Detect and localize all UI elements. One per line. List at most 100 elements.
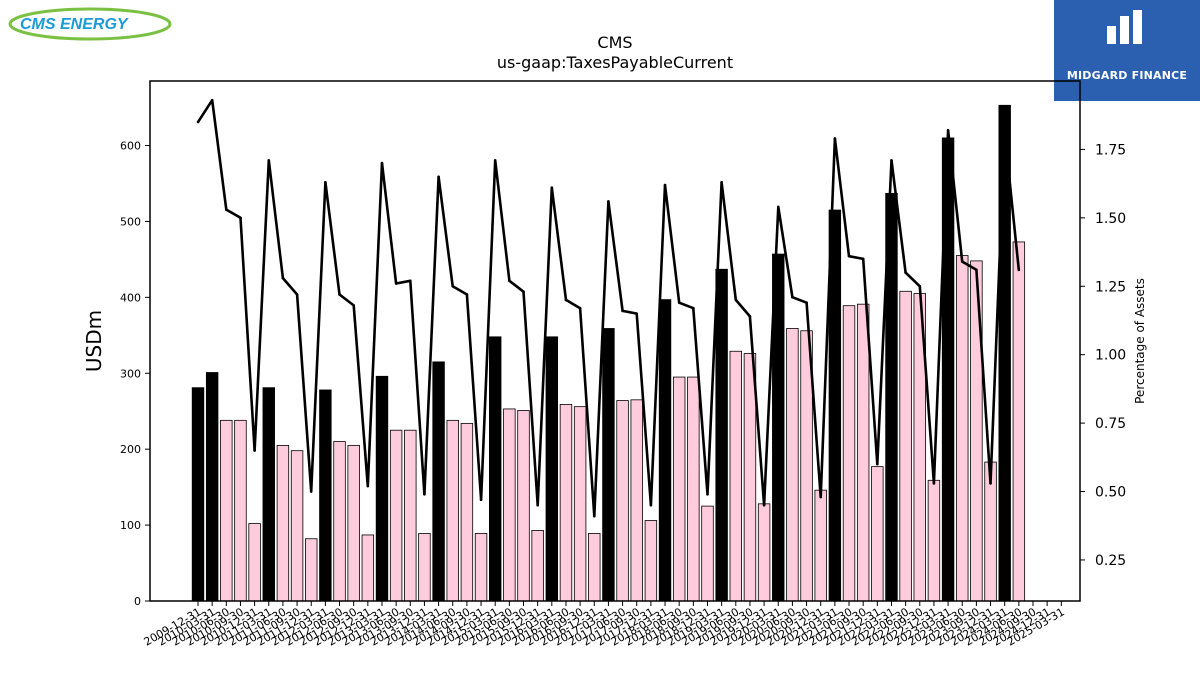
line-point-2019-12-31 — [762, 503, 766, 507]
y2-tick-label: 0.50 — [1095, 485, 1126, 501]
bar-2018-09-30 — [687, 376, 700, 602]
y2-axis: 0.25 0.50 0.75 1.00 1.25 1.50 1.75 — [1080, 142, 1126, 569]
line-point-2022-09-30 — [918, 284, 922, 288]
bar-2015-09-30 — [517, 410, 530, 602]
line-point-2011-03-31 — [267, 159, 271, 162]
line-point-2013-06-30 — [394, 282, 398, 285]
bar-2013-03-31 — [375, 375, 389, 602]
bar-2013-09-30 — [404, 429, 417, 602]
chart-subtitle: us-gaap:TaxesPayableCurrent — [496, 53, 734, 72]
bar-2018-12-31 — [701, 505, 714, 602]
bar-2016-09-30 — [573, 406, 587, 602]
bar-2012-12-31 — [361, 534, 375, 602]
bar-2011-12-31 — [305, 538, 318, 602]
line-point-2023-12-31 — [989, 482, 992, 485]
midgard-finance-logo: MIDGARD FINANCE — [1054, 0, 1200, 101]
y-axis-label: USDm — [82, 310, 106, 372]
line-point-2013-03-31 — [380, 161, 384, 165]
line-point-2020-12-31 — [819, 495, 823, 499]
bar-2019-06-30 — [729, 350, 742, 602]
bar-2014-06-30 — [446, 419, 459, 602]
bar-2015-12-31 — [531, 530, 544, 602]
line-point-2014-12-31 — [479, 498, 483, 502]
line-point-2020-06-30 — [791, 295, 794, 299]
line-point-2010-03-31 — [210, 98, 214, 102]
line-point-2015-09-30 — [522, 290, 525, 294]
line-point-2012-03-31 — [324, 180, 327, 184]
line-group — [196, 98, 1021, 518]
line-point-2021-09-30 — [861, 257, 865, 261]
bar-2016-12-31 — [588, 533, 601, 602]
line-point-2017-06-30 — [621, 309, 624, 313]
line-point-2011-09-30 — [295, 293, 299, 296]
bar-2010-12-31 — [248, 523, 261, 602]
y-tick-label: 300 — [120, 367, 141, 380]
y-tick-label: 100 — [120, 519, 141, 532]
bar-2010-03-31 — [205, 372, 219, 602]
y2-tick-label: 0.75 — [1095, 416, 1126, 432]
bar-2014-03-31 — [432, 361, 445, 602]
line-point-2020-03-31 — [776, 205, 780, 209]
line-point-2018-03-31 — [663, 183, 667, 187]
line-point-2022-03-31 — [890, 159, 893, 162]
line-point-2017-12-31 — [649, 503, 653, 507]
y-tick-label: 500 — [120, 215, 141, 228]
bar-2017-09-30 — [630, 399, 643, 602]
bar-2024-06-30 — [1012, 241, 1026, 602]
line-point-2014-09-30 — [465, 293, 469, 296]
bar-2011-06-30 — [276, 444, 290, 602]
bar-2018-03-31 — [658, 299, 672, 602]
line-point-2016-06-30 — [564, 298, 568, 302]
line-point-2019-06-30 — [734, 298, 738, 302]
y2-tick-label: 1.50 — [1095, 211, 1126, 227]
line-point-2021-03-31 — [833, 137, 837, 140]
y-axis: 0 100 200 300 400 500 600 — [120, 140, 150, 608]
bar-2015-06-30 — [503, 408, 516, 602]
line-point-2017-09-30 — [635, 312, 639, 315]
bar-2019-03-31 — [715, 268, 728, 602]
bar-2021-09-30 — [856, 303, 870, 602]
midgard-mark-icon — [1107, 10, 1142, 44]
bar-2020-06-30 — [786, 328, 799, 602]
bar-2016-03-31 — [545, 336, 559, 602]
y-tick-label: 0 — [134, 595, 141, 608]
bars-group — [191, 104, 1026, 602]
line-point-2023-06-30 — [960, 260, 964, 263]
bar-2019-12-31 — [757, 503, 771, 602]
line-point-2021-06-30 — [847, 254, 851, 258]
bar-2021-06-30 — [842, 305, 856, 602]
bar-2010-09-30 — [234, 419, 247, 602]
line-point-2015-06-30 — [508, 279, 511, 283]
bar-2022-12-31 — [927, 479, 941, 602]
bar-2019-09-30 — [743, 353, 757, 602]
bar-2010-06-30 — [220, 419, 233, 602]
y2-tick-label: 1.00 — [1095, 348, 1126, 364]
line-point-2014-03-31 — [437, 175, 440, 179]
line-point-2010-12-31 — [253, 449, 256, 452]
y-tick-label: 400 — [120, 291, 141, 304]
x-axis: 2009-12-312010-03-312010-06-302010-09-30… — [142, 601, 1067, 649]
bar-2017-03-31 — [602, 328, 615, 602]
y-tick-label: 600 — [120, 140, 141, 153]
y-tick-label: 200 — [120, 443, 141, 456]
cms-energy-logo: CMS ENERGY — [8, 7, 172, 41]
bar-2014-12-31 — [474, 533, 488, 602]
bar-2013-12-31 — [418, 533, 431, 602]
line-point-2010-09-30 — [239, 216, 242, 220]
line-point-2009-12-31 — [196, 120, 200, 124]
logo-swoosh — [8, 7, 172, 41]
line-point-2013-12-31 — [423, 492, 426, 496]
line-point-2023-09-30 — [975, 268, 978, 272]
line-point-2012-09-30 — [352, 304, 355, 307]
bar-2011-03-31 — [262, 387, 275, 602]
line-point-2024-06-30 — [1017, 268, 1021, 272]
bar-2013-06-30 — [389, 429, 403, 602]
line-point-2016-03-31 — [550, 186, 554, 190]
bar-2014-09-30 — [460, 422, 474, 602]
line-point-2014-06-30 — [451, 284, 455, 288]
line-point-2018-12-31 — [706, 492, 709, 496]
bar-2021-12-31 — [871, 466, 884, 602]
bar-2016-06-30 — [559, 403, 573, 602]
y2-axis-label: Percentage of Assets — [1133, 278, 1147, 404]
